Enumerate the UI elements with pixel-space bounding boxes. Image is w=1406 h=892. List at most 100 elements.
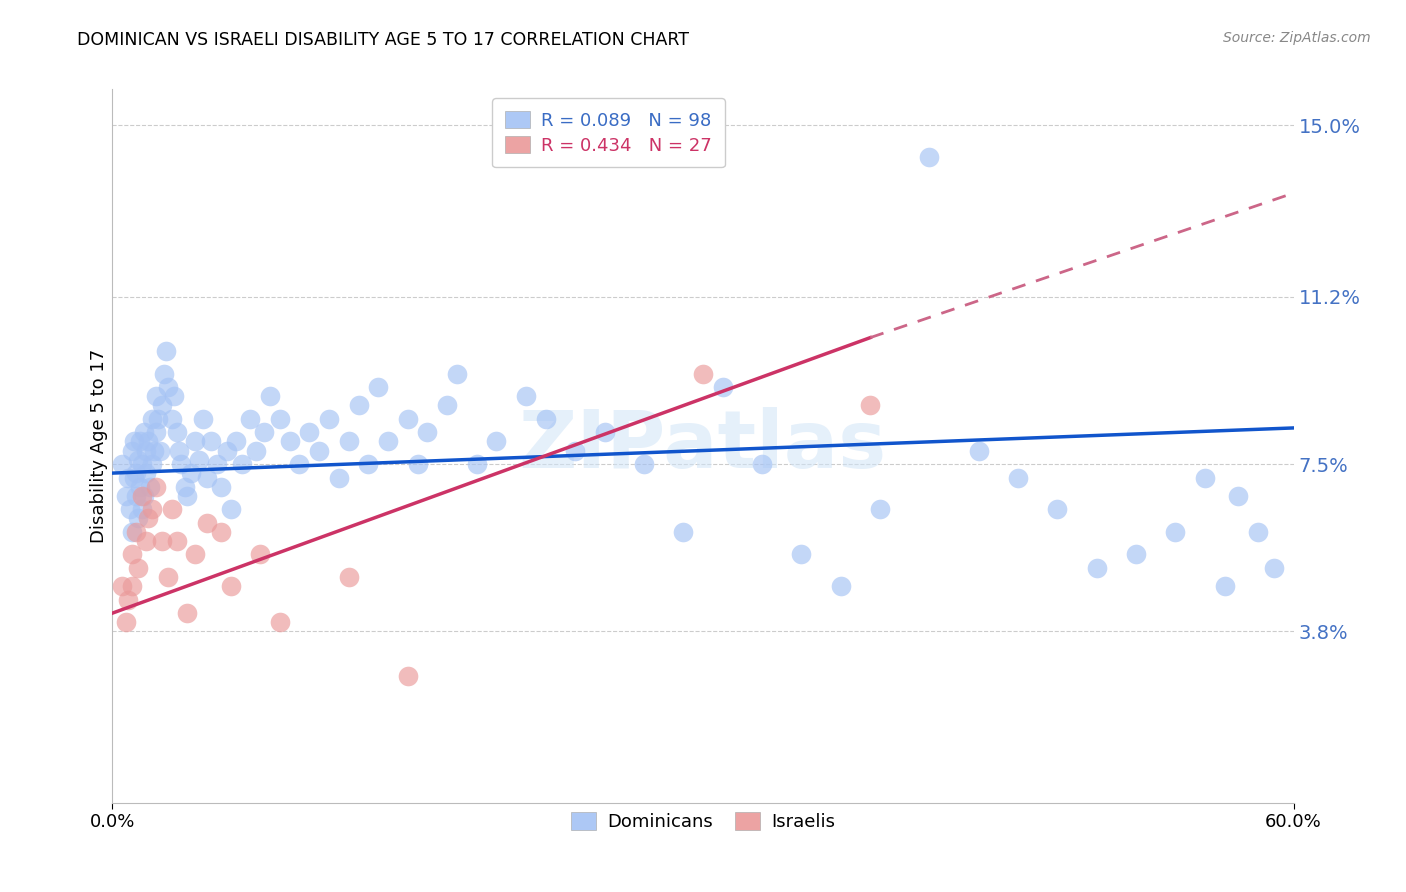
Point xyxy=(166,425,188,440)
Point xyxy=(416,425,439,440)
Point xyxy=(125,466,148,480)
Point xyxy=(160,412,183,426)
Point xyxy=(245,443,267,458)
Point xyxy=(132,425,155,440)
Point xyxy=(396,669,419,683)
Point xyxy=(115,615,138,629)
Point xyxy=(127,452,149,467)
Point xyxy=(122,434,145,449)
Point xyxy=(288,457,311,471)
Point xyxy=(219,502,242,516)
Point xyxy=(111,579,134,593)
Point xyxy=(1213,579,1236,593)
Point xyxy=(278,434,301,449)
Point xyxy=(117,592,139,607)
Point xyxy=(188,452,211,467)
Point xyxy=(120,502,142,516)
Point xyxy=(564,443,586,458)
Point xyxy=(298,425,321,440)
Point xyxy=(259,389,281,403)
Point xyxy=(465,457,488,471)
Point xyxy=(184,548,207,562)
Point xyxy=(121,579,143,593)
Point xyxy=(176,489,198,503)
Point xyxy=(347,398,370,412)
Point xyxy=(534,412,557,426)
Point xyxy=(121,548,143,562)
Point xyxy=(1227,489,1250,503)
Point xyxy=(485,434,508,449)
Point xyxy=(127,511,149,525)
Point xyxy=(142,443,165,458)
Point xyxy=(751,457,773,471)
Point xyxy=(129,434,152,449)
Point xyxy=(225,434,247,449)
Point xyxy=(396,412,419,426)
Point xyxy=(135,466,157,480)
Point xyxy=(127,561,149,575)
Point xyxy=(117,470,139,484)
Point xyxy=(141,502,163,516)
Point xyxy=(406,457,429,471)
Point xyxy=(830,579,852,593)
Point xyxy=(672,524,695,539)
Point xyxy=(184,434,207,449)
Point xyxy=(115,489,138,503)
Point xyxy=(132,489,155,503)
Point xyxy=(593,425,616,440)
Point xyxy=(121,524,143,539)
Point xyxy=(269,615,291,629)
Point xyxy=(174,480,197,494)
Point xyxy=(131,502,153,516)
Point xyxy=(269,412,291,426)
Text: DOMINICAN VS ISRAELI DISABILITY AGE 5 TO 17 CORRELATION CHART: DOMINICAN VS ISRAELI DISABILITY AGE 5 TO… xyxy=(77,31,689,49)
Point xyxy=(209,480,232,494)
Point xyxy=(219,579,242,593)
Point xyxy=(131,489,153,503)
Point xyxy=(1164,524,1187,539)
Point xyxy=(121,443,143,458)
Point xyxy=(446,367,468,381)
Point xyxy=(1046,502,1069,516)
Point xyxy=(790,548,813,562)
Point xyxy=(125,489,148,503)
Point xyxy=(136,511,159,525)
Point xyxy=(180,466,202,480)
Point xyxy=(1125,548,1147,562)
Point xyxy=(1085,561,1108,575)
Point xyxy=(156,380,179,394)
Point xyxy=(1194,470,1216,484)
Point xyxy=(918,150,941,164)
Point xyxy=(205,457,228,471)
Point xyxy=(692,367,714,381)
Point xyxy=(111,457,134,471)
Point xyxy=(145,425,167,440)
Point xyxy=(146,412,169,426)
Point xyxy=(328,470,350,484)
Point xyxy=(239,412,262,426)
Point xyxy=(170,457,193,471)
Legend: Dominicans, Israelis: Dominicans, Israelis xyxy=(562,804,844,840)
Point xyxy=(337,434,360,449)
Point xyxy=(436,398,458,412)
Point xyxy=(215,443,238,458)
Point xyxy=(150,398,173,412)
Point xyxy=(1247,524,1270,539)
Point xyxy=(249,548,271,562)
Point xyxy=(711,380,734,394)
Point xyxy=(231,457,253,471)
Point xyxy=(125,524,148,539)
Point xyxy=(377,434,399,449)
Y-axis label: Disability Age 5 to 17: Disability Age 5 to 17 xyxy=(90,349,108,543)
Point xyxy=(135,533,157,548)
Point xyxy=(152,367,174,381)
Point xyxy=(967,443,990,458)
Point xyxy=(156,570,179,584)
Point xyxy=(195,470,218,484)
Point xyxy=(253,425,276,440)
Point xyxy=(209,524,232,539)
Point xyxy=(145,480,167,494)
Point xyxy=(135,443,157,458)
Point xyxy=(122,470,145,484)
Point xyxy=(1263,561,1285,575)
